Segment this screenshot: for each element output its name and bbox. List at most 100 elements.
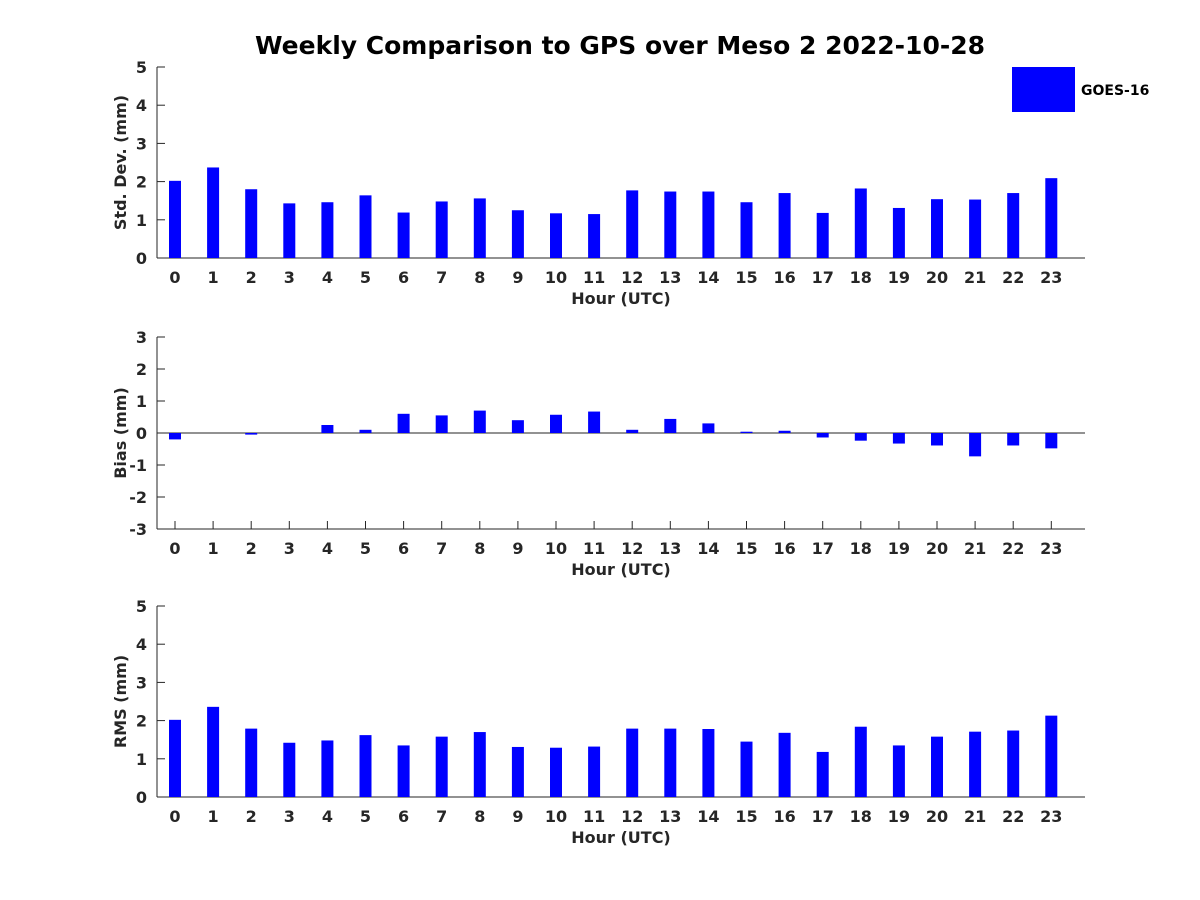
y-tick-label: -3 xyxy=(129,520,147,539)
x-tick-label: 1 xyxy=(208,539,219,558)
bar-std-dev-5 xyxy=(359,195,372,258)
y-tick-label: 3 xyxy=(136,328,147,347)
bar-rms-19 xyxy=(892,745,905,797)
legend-label: GOES-16 xyxy=(1081,83,1149,99)
x-tick-label: 15 xyxy=(735,807,757,826)
bar-rms-22 xyxy=(1007,730,1020,797)
x-tick-label: 16 xyxy=(773,268,795,287)
x-tick-label: 13 xyxy=(659,807,681,826)
bar-std-dev-1 xyxy=(207,167,220,258)
x-tick-label: 9 xyxy=(512,268,523,287)
x-tick-label: 8 xyxy=(474,807,485,826)
bar-rms-11 xyxy=(588,746,601,797)
y-tick-label: 2 xyxy=(136,712,147,731)
bar-rms-23 xyxy=(1045,715,1058,797)
x-tick-label: 21 xyxy=(964,807,986,826)
x-tick-label: 3 xyxy=(284,268,295,287)
bar-bias-4 xyxy=(321,425,334,433)
bar-std-dev-16 xyxy=(778,193,791,258)
bar-std-dev-20 xyxy=(931,199,943,258)
x-tick-label: 8 xyxy=(474,539,485,558)
bar-std-dev-2 xyxy=(245,189,258,258)
bar-std-dev-19 xyxy=(892,207,905,258)
bar-rms-9 xyxy=(511,746,524,797)
x-tick-label: 6 xyxy=(398,268,409,287)
y-tick-label: 3 xyxy=(136,134,147,153)
bar-std-dev-15 xyxy=(740,202,753,258)
x-tick-label: 14 xyxy=(697,807,719,826)
bar-rms-20 xyxy=(931,736,943,797)
bar-std-dev-0 xyxy=(169,180,181,258)
y-axis-label: Std. Dev. (mm) xyxy=(111,95,130,230)
bar-bias-20 xyxy=(931,433,943,446)
y-tick-label: 3 xyxy=(136,673,147,692)
bar-std-dev-23 xyxy=(1045,178,1058,258)
x-tick-label: 9 xyxy=(512,807,523,826)
x-tick-label: 12 xyxy=(621,807,643,826)
bar-std-dev-7 xyxy=(435,201,448,258)
x-tick-label: 1 xyxy=(208,268,219,287)
bar-bias-0 xyxy=(169,433,181,440)
x-tick-label: 10 xyxy=(545,539,567,558)
x-tick-label: 2 xyxy=(246,268,257,287)
x-tick-label: 19 xyxy=(888,268,910,287)
y-tick-label: 2 xyxy=(136,360,147,379)
x-tick-label: 5 xyxy=(360,539,371,558)
bar-rms-8 xyxy=(473,732,486,797)
bar-bias-16 xyxy=(778,430,791,433)
bar-std-dev-8 xyxy=(473,198,486,258)
bar-bias-8 xyxy=(473,410,486,433)
bar-rms-2 xyxy=(245,728,258,797)
bar-rms-0 xyxy=(169,719,181,797)
bar-rms-15 xyxy=(740,741,753,797)
bar-bias-13 xyxy=(664,418,677,433)
x-tick-label: 6 xyxy=(398,807,409,826)
bar-std-dev-12 xyxy=(626,190,639,258)
bar-std-dev-13 xyxy=(664,191,677,258)
bar-bias-17 xyxy=(816,433,829,438)
bar-rms-17 xyxy=(816,751,829,797)
bar-rms-14 xyxy=(702,729,715,797)
x-tick-label: 22 xyxy=(1002,807,1024,826)
x-tick-label: 18 xyxy=(850,807,872,826)
bar-bias-21 xyxy=(969,433,982,457)
x-tick-label: 0 xyxy=(169,807,180,826)
x-tick-label: 5 xyxy=(360,268,371,287)
x-tick-label: 13 xyxy=(659,539,681,558)
legend: GOES-16 xyxy=(1012,67,1149,112)
bar-bias-2 xyxy=(245,433,258,435)
x-tick-label: 14 xyxy=(697,539,719,558)
bar-bias-7 xyxy=(435,415,448,433)
y-tick-label: 0 xyxy=(136,424,147,443)
x-tick-label: 0 xyxy=(169,539,180,558)
x-tick-label: 7 xyxy=(436,268,447,287)
bar-bias-18 xyxy=(854,433,867,441)
x-tick-label: 8 xyxy=(474,268,485,287)
x-tick-label: 7 xyxy=(436,807,447,826)
x-tick-label: 18 xyxy=(850,268,872,287)
y-tick-label: -2 xyxy=(129,488,147,507)
x-tick-label: 11 xyxy=(583,807,605,826)
bar-std-dev-11 xyxy=(588,214,601,258)
bar-rms-4 xyxy=(321,740,334,797)
x-tick-label: 20 xyxy=(926,268,948,287)
x-axis-label: Hour (UTC) xyxy=(571,828,671,847)
bar-std-dev-14 xyxy=(702,191,715,258)
x-tick-label: 10 xyxy=(545,268,567,287)
y-tick-label: 1 xyxy=(136,750,147,769)
x-tick-label: 17 xyxy=(812,539,834,558)
bar-bias-10 xyxy=(550,414,562,433)
y-tick-label: 4 xyxy=(136,96,147,115)
y-tick-label: 1 xyxy=(136,392,147,411)
x-axis-label: Hour (UTC) xyxy=(571,560,671,579)
x-tick-label: 3 xyxy=(284,807,295,826)
bar-std-dev-4 xyxy=(321,202,334,258)
bar-std-dev-21 xyxy=(969,199,982,258)
x-tick-label: 22 xyxy=(1002,268,1024,287)
bar-rms-18 xyxy=(854,726,867,797)
